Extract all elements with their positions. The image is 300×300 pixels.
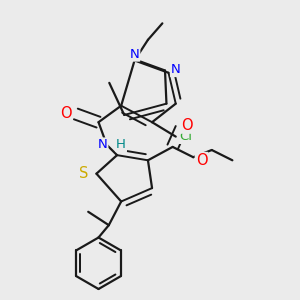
Text: N: N	[130, 48, 140, 61]
Text: N: N	[171, 63, 181, 76]
Text: H: H	[116, 138, 126, 152]
Text: O: O	[196, 153, 207, 168]
Text: O: O	[60, 106, 71, 122]
Text: N: N	[98, 138, 107, 152]
Text: Cl: Cl	[179, 130, 193, 143]
Text: O: O	[181, 118, 193, 133]
Text: S: S	[80, 166, 89, 181]
